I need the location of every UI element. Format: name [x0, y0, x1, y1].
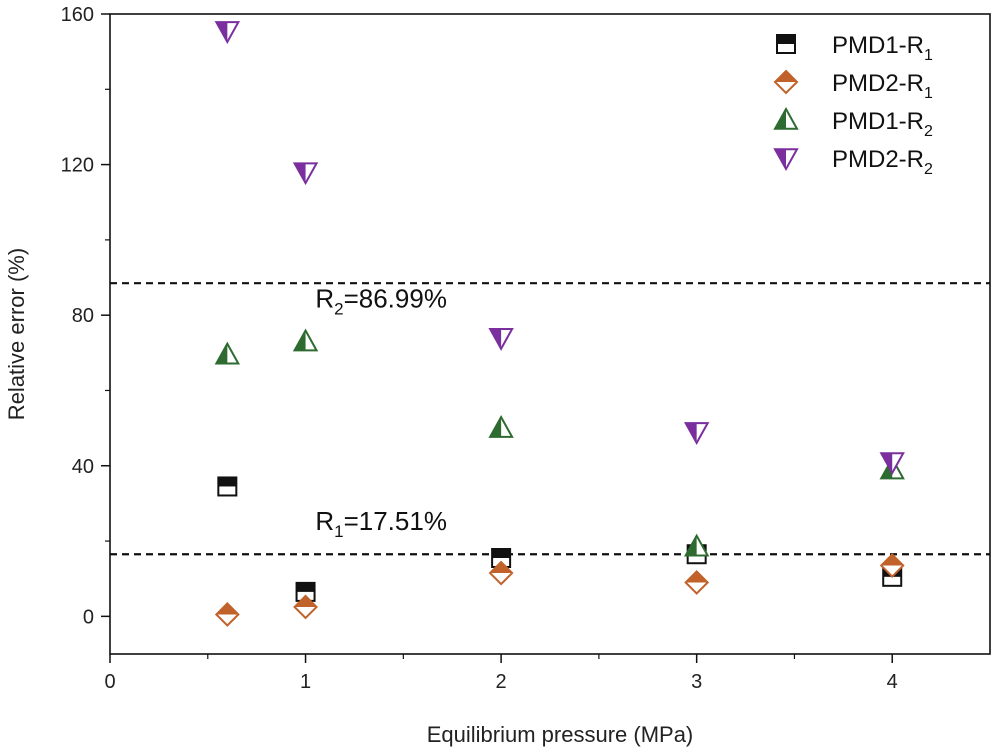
data-point-pmd2-r1	[879, 553, 905, 578]
data-point-pmd2-r1	[684, 570, 710, 595]
data-point-pmd2-r1	[488, 560, 514, 586]
x-tick-label: 2	[496, 671, 507, 693]
y-axis-title: Relative error (%)	[4, 248, 29, 420]
data-point-pmd1-r2	[488, 415, 514, 438]
y-tick-label: 160	[61, 4, 94, 26]
x-axis-title: Equilibrium pressure (MPa)	[427, 722, 694, 747]
legend-marker-pmd2-r2	[773, 148, 799, 172]
data-point-pmd2-r1	[214, 602, 240, 627]
legend-marker-pmd2-r1	[773, 69, 799, 95]
data-point-pmd2-r2	[683, 422, 710, 445]
legend-label: PMD1-R1	[832, 32, 933, 64]
x-tick-label: 4	[887, 671, 898, 693]
y-tick-label: 40	[72, 456, 94, 478]
y-tick-label: 120	[61, 155, 94, 177]
data-point-pmd1-r1	[491, 548, 512, 568]
data-point-pmd1-r1	[217, 476, 238, 497]
x-tick-label: 3	[691, 671, 702, 693]
reference-line-label: R1=17.51%	[315, 506, 447, 541]
y-tick-label: 80	[72, 305, 94, 327]
y-tick-label: 0	[83, 606, 94, 628]
data-point-pmd2-r2	[488, 327, 514, 351]
data-point-pmd1-r2	[683, 533, 710, 557]
data-point-pmd2-r2	[292, 162, 319, 186]
x-tick-label: 1	[300, 671, 311, 693]
x-tick-label: 0	[104, 671, 115, 693]
legend-label: PMD2-R2	[832, 146, 933, 178]
data-point-pmd2-r2	[879, 452, 905, 476]
legend-marker-pmd1-r1	[776, 34, 796, 54]
legend-label: PMD2-R1	[832, 70, 933, 102]
legend-label: PMD1-R2	[832, 108, 933, 140]
legend-marker-pmd1-r2	[773, 106, 799, 130]
data-point-pmd1-r2	[214, 341, 241, 365]
data-point-pmd2-r2	[214, 21, 241, 45]
reference-line-label: R2=86.99%	[315, 284, 447, 319]
data-point-pmd1-r2	[292, 328, 319, 352]
data-point-pmd2-r1	[293, 594, 318, 620]
plot-frame	[109, 13, 991, 655]
